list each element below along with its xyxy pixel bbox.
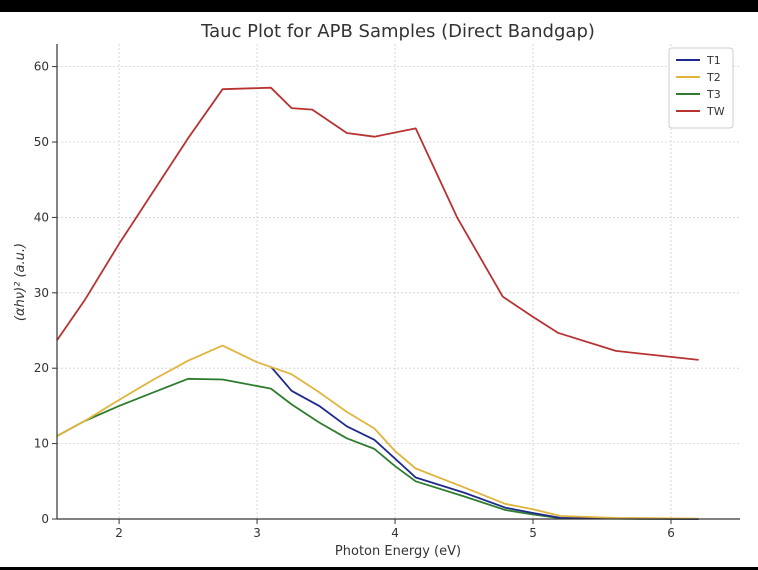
y-tick-label: 60 (34, 60, 49, 74)
series-line-t2 (56, 344, 699, 520)
y-tick-label: 40 (34, 210, 49, 224)
y-tick-label: 30 (34, 286, 49, 300)
series-line-t1 (270, 366, 699, 520)
chart-frame: 2 3 4 5 6 0 10 20 30 40 50 60 Tauc Plot for APB Sam… (0, 12, 758, 567)
y-tick-label: 20 (34, 361, 49, 375)
x-tick-label: 2 (115, 526, 123, 540)
chart-title: Tauc Plot for APB Samples (Direct Bandga… (200, 21, 595, 42)
axes (56, 44, 740, 520)
legend-label-t2: T2 (706, 71, 721, 84)
legend-label-t3: T3 (706, 88, 721, 101)
y-tick-label: 10 (34, 437, 49, 451)
y-tick-label: 0 (41, 512, 49, 526)
legend: T1 T2 T3 TW (668, 47, 734, 129)
series-line-t3 (56, 377, 699, 520)
legend-box (668, 47, 734, 129)
y-tick-label: 50 (34, 135, 49, 149)
legend-label-t1: T1 (706, 54, 721, 67)
x-tick-label: 5 (529, 526, 537, 540)
y-axis-label: (αhν)² (a.u.) (13, 243, 28, 321)
x-tick-label: 4 (391, 526, 399, 540)
grid-lines (57, 44, 740, 520)
x-tick-label: 6 (667, 526, 675, 540)
x-tick-label: 3 (253, 526, 261, 540)
x-axis-label: Photon Energy (eV) (335, 544, 461, 559)
series-line-tw (56, 86, 699, 361)
legend-label-tw: TW (706, 105, 725, 118)
series-layer (56, 86, 699, 520)
